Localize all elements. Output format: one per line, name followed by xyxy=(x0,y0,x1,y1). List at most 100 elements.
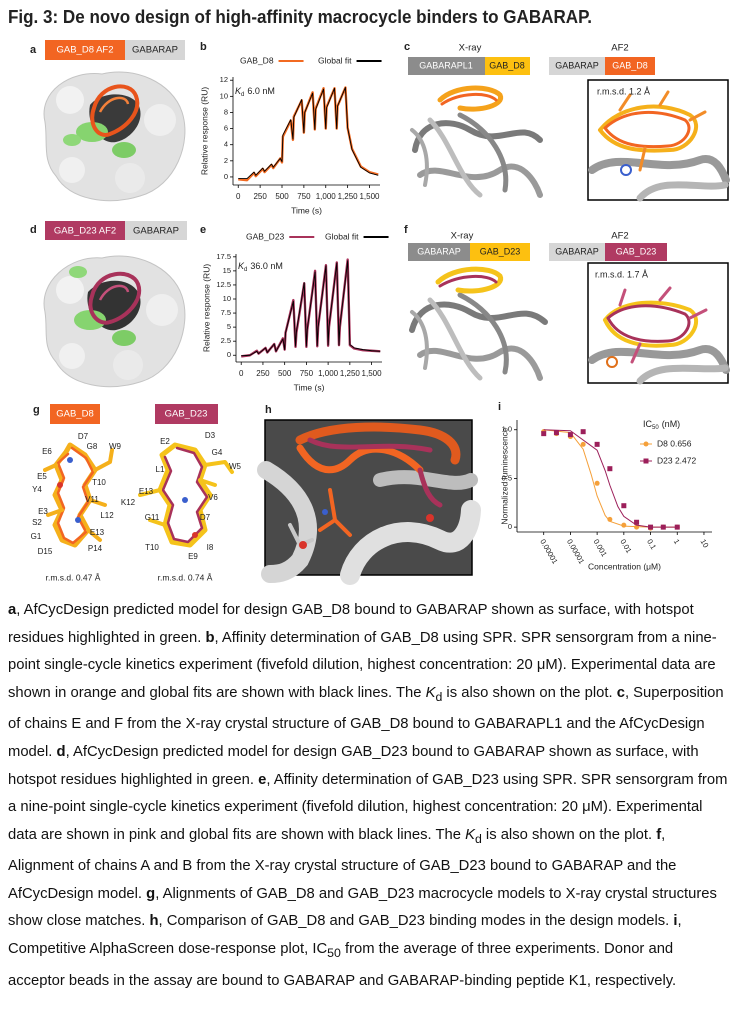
annotation: IC50 (nM) xyxy=(643,419,680,430)
ribbon-model xyxy=(307,437,433,453)
ribbon-model xyxy=(426,514,434,522)
x-tick-label: 1,250 xyxy=(340,369,361,378)
chart: e 0 250 500 750 1,000 1,250 1,500 0 2.5 5 7.5 10 12.5… xyxy=(200,224,389,392)
y-tick-label: 12 xyxy=(220,75,228,84)
figure-caption: h xyxy=(149,913,159,930)
ribbon-model xyxy=(437,85,504,112)
surface-model xyxy=(69,266,87,278)
tag xyxy=(605,57,655,75)
tag xyxy=(155,404,218,424)
data-point xyxy=(634,519,640,525)
y-tick-label: 8 xyxy=(224,107,228,116)
panel-label: h xyxy=(265,404,272,416)
y-tick-label: 15 xyxy=(223,266,231,275)
stick-model xyxy=(636,364,729,385)
surface-model xyxy=(112,330,136,346)
y-tick-label: 1.0 xyxy=(502,425,512,434)
annotation-sub: d xyxy=(241,92,244,98)
tag-text: GABARAP xyxy=(132,45,178,56)
ribbon-model xyxy=(438,275,498,288)
y-tick-label: 2.5 xyxy=(221,336,231,345)
surface-model xyxy=(56,276,84,304)
figure-caption: K xyxy=(425,684,436,701)
data-point xyxy=(621,522,627,528)
x-tick-label: 250 xyxy=(256,369,270,378)
data-point xyxy=(553,430,559,436)
data-point xyxy=(634,524,640,530)
y-tick-label: 12.5 xyxy=(216,280,231,289)
data-point xyxy=(621,503,627,509)
group-title: X-ray xyxy=(459,43,482,54)
data-line xyxy=(238,86,379,182)
annotation-text: 6.0 nM xyxy=(247,86,275,96)
x-tick-label: 1,500 xyxy=(362,369,383,378)
ribbon-model xyxy=(435,266,504,294)
y-tick-label: 10 xyxy=(223,294,231,303)
ribbon-model xyxy=(299,541,307,549)
x-tick-label: 0.001 xyxy=(592,537,609,558)
y-tick-label: 0 xyxy=(227,350,231,359)
figure-caption: d xyxy=(435,689,443,704)
residue-label: E6 xyxy=(42,447,52,456)
data-line xyxy=(241,258,381,358)
tag-text: GABARAPL1 xyxy=(419,60,473,70)
figure-caption: , Alignment of chains A and B from the X… xyxy=(8,826,677,902)
ribbon-model xyxy=(440,93,498,106)
y-tick-label: 7.5 xyxy=(221,308,231,317)
surface-model xyxy=(90,84,140,137)
legend-label: D23 2.472 xyxy=(657,455,696,465)
data-point xyxy=(607,516,613,522)
residue-label: L12 xyxy=(100,511,114,520)
surface-model xyxy=(59,343,85,369)
ribbon-model xyxy=(257,461,317,583)
tag xyxy=(408,57,485,75)
y-tick-label: 0 xyxy=(224,172,228,181)
x-tick-label: 750 xyxy=(297,192,311,201)
ribbon-model xyxy=(417,467,443,508)
residue-label: E9 xyxy=(188,552,198,561)
annotation-symbol: K xyxy=(238,261,245,271)
legend-label: GAB_D23 xyxy=(246,231,285,241)
surface-model xyxy=(76,122,108,142)
panel-d: d GAB_D23 AF2 GABARAP xyxy=(30,221,187,388)
residue-label: W5 xyxy=(229,462,242,471)
x-tick-label: 0 xyxy=(236,192,241,201)
tag-text: GAB_D23 xyxy=(480,246,521,256)
residue-label: T10 xyxy=(145,543,159,552)
x-axis-label: Time (s) xyxy=(291,205,322,215)
residue-label: E2 xyxy=(160,437,170,446)
stick-model xyxy=(588,345,730,374)
tag xyxy=(408,243,470,261)
figure-caption: , Alignments of GAB_D8 and GAB_D23 macro… xyxy=(8,885,717,930)
stick-model xyxy=(598,104,698,153)
data-point xyxy=(541,431,547,437)
panel-g: g GAB_D8 GAB_D23 r.m.s.d. 0.47 Å r.m.s.d… xyxy=(31,404,242,582)
data-point xyxy=(580,429,586,435)
surface-model xyxy=(98,284,130,301)
y-tick-label: 4 xyxy=(224,140,228,149)
legend-label: GAB_D8 xyxy=(240,55,274,65)
figure: Fig. 3: De novo design of high-affinity … xyxy=(8,7,730,585)
residue-label: D7 xyxy=(200,513,211,522)
panel-label: d xyxy=(30,224,37,236)
ribbon-model xyxy=(410,85,543,198)
ribbon-model xyxy=(296,444,424,474)
figure-caption: , AfCycDesign predicted model for design… xyxy=(8,743,699,788)
surface-model xyxy=(88,271,142,325)
group-title: X-ray xyxy=(451,231,474,242)
tag xyxy=(485,57,530,75)
stick-model xyxy=(636,181,729,202)
stick-model xyxy=(67,457,73,463)
tag-text: GABARAP xyxy=(417,246,461,256)
figure-caption: is also shown on the plot. xyxy=(481,826,657,843)
surface-model xyxy=(113,350,143,380)
panel-label: c xyxy=(404,41,410,53)
stick-model xyxy=(606,304,691,343)
ribbon-model xyxy=(457,292,509,375)
panel-label: f xyxy=(404,224,408,236)
x-tick-label: 1 xyxy=(672,537,682,545)
figure-caption: d xyxy=(56,743,66,760)
residue-label: G11 xyxy=(145,513,160,522)
residue-label: D3 xyxy=(205,431,216,440)
ribbon-model xyxy=(340,500,481,585)
